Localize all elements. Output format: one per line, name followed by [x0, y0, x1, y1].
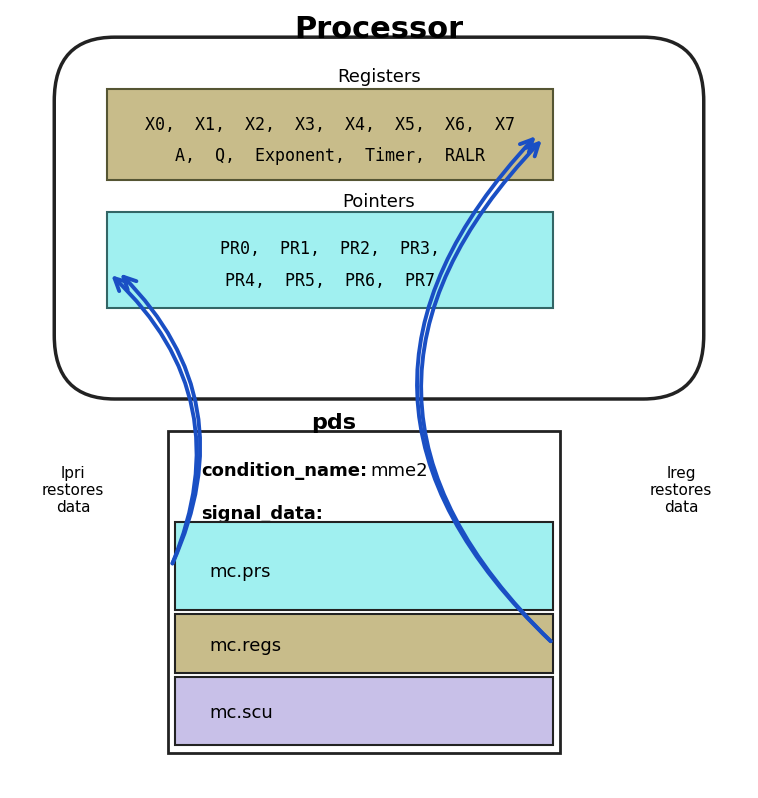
Text: mc.regs: mc.regs [209, 637, 281, 654]
Text: mc.prs: mc.prs [209, 563, 271, 582]
Text: condition_name:: condition_name: [202, 461, 368, 480]
Text: X0,  X1,  X2,  X3,  X4,  X5,  X6,  X7: X0, X1, X2, X3, X4, X5, X6, X7 [145, 116, 515, 133]
FancyBboxPatch shape [107, 89, 553, 180]
FancyBboxPatch shape [107, 212, 553, 307]
FancyBboxPatch shape [168, 431, 560, 753]
Text: lreg
restores
data: lreg restores data [650, 465, 713, 516]
Text: signal_data:: signal_data: [202, 505, 324, 523]
Text: Processor: Processor [294, 14, 464, 44]
FancyBboxPatch shape [175, 614, 553, 674]
Text: Registers: Registers [337, 68, 421, 86]
Text: pds: pds [312, 413, 356, 433]
Text: lpri
restores
data: lpri restores data [42, 465, 105, 516]
FancyBboxPatch shape [175, 678, 553, 745]
FancyBboxPatch shape [175, 522, 553, 610]
FancyBboxPatch shape [55, 38, 703, 399]
Text: PR4,  PR5,  PR6,  PR7: PR4, PR5, PR6, PR7 [225, 272, 435, 290]
Text: mme2: mme2 [370, 461, 428, 480]
Text: Pointers: Pointers [343, 193, 415, 211]
Text: A,  Q,  Exponent,  Timer,  RALR: A, Q, Exponent, Timer, RALR [175, 148, 485, 165]
Text: PR0,  PR1,  PR2,  PR3,: PR0, PR1, PR2, PR3, [220, 240, 440, 259]
Text: mc.scu: mc.scu [209, 704, 273, 722]
